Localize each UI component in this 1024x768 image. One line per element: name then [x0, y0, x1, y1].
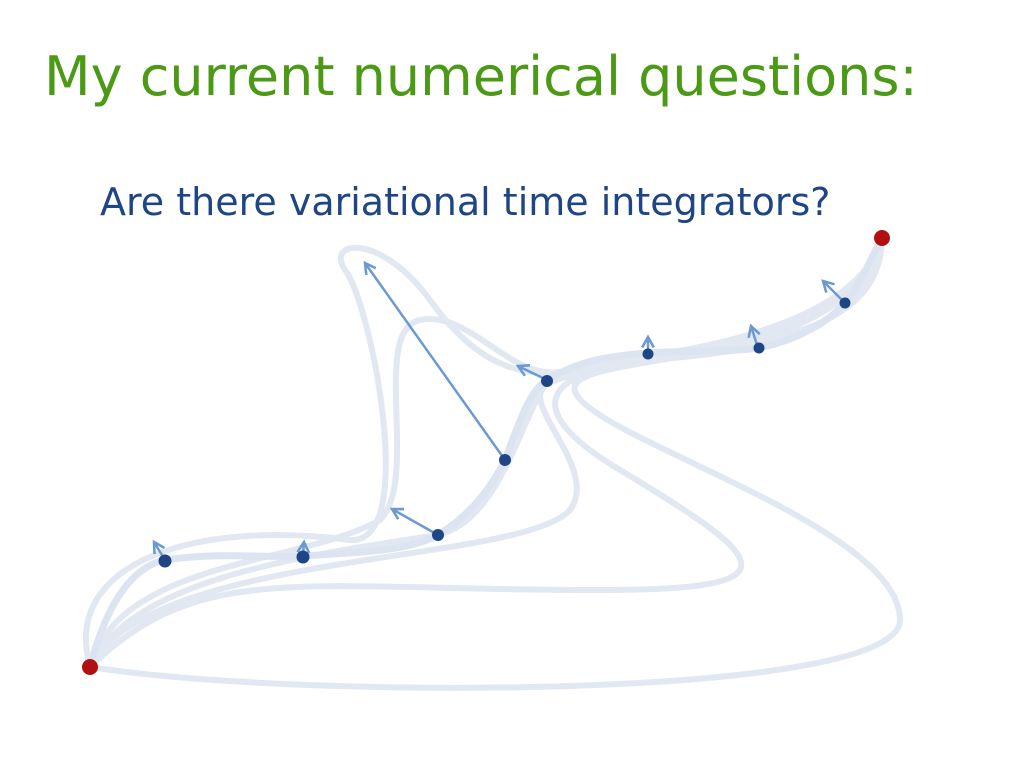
endpoints	[82, 230, 890, 675]
title: My current numerical questions:	[44, 45, 918, 108]
main-path	[86, 234, 886, 671]
subtitle: Are there variational time integrators?	[100, 180, 830, 224]
path-variations	[82, 235, 904, 691]
sample-points	[158, 297, 851, 568]
force-arrows	[154, 263, 846, 561]
